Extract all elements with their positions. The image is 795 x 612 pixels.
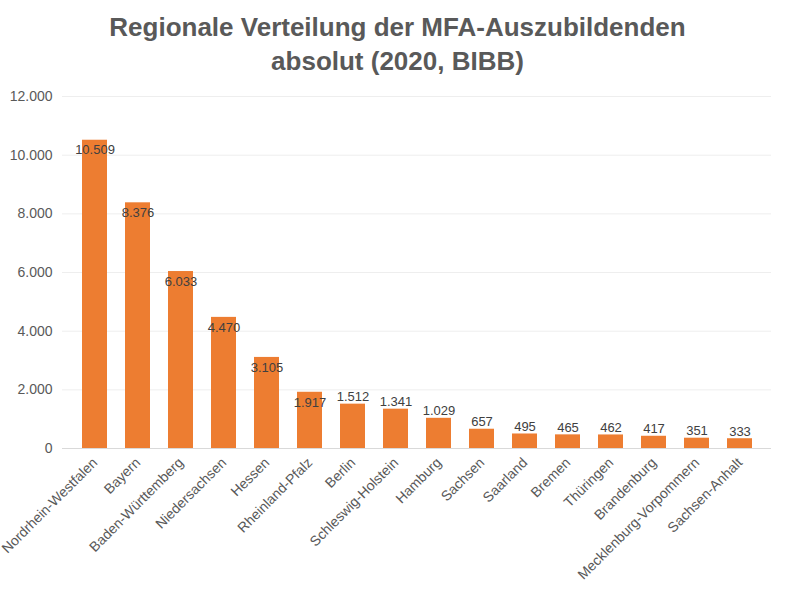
- svg-text:4.000: 4.000: [17, 323, 52, 339]
- svg-text:8.000: 8.000: [17, 205, 52, 221]
- svg-text:Sachsen: Sachsen: [437, 454, 487, 504]
- svg-text:1.029: 1.029: [423, 403, 456, 418]
- svg-text:Baden-Württemberg: Baden-Württemberg: [85, 454, 187, 555]
- svg-text:Brandenburg: Brandenburg: [590, 454, 660, 523]
- svg-text:Bayern: Bayern: [101, 454, 144, 497]
- svg-text:3.105: 3.105: [251, 360, 284, 375]
- svg-text:465: 465: [557, 420, 579, 435]
- svg-text:462: 462: [600, 420, 622, 435]
- svg-text:1.341: 1.341: [380, 394, 413, 409]
- svg-text:351: 351: [686, 423, 708, 438]
- svg-text:333: 333: [729, 424, 751, 439]
- svg-text:12.000: 12.000: [10, 88, 53, 104]
- svg-text:6.000: 6.000: [17, 264, 52, 280]
- svg-text:Sachsen-Anhalt: Sachsen-Anhalt: [664, 454, 745, 535]
- svg-text:Mecklenburg-Vorpommern: Mecklenburg-Vorpommern: [574, 454, 703, 583]
- svg-text:10.509: 10.509: [75, 142, 115, 157]
- svg-text:Bremen: Bremen: [527, 454, 574, 501]
- svg-text:Hessen: Hessen: [227, 454, 273, 500]
- svg-text:Hamburg: Hamburg: [392, 454, 444, 506]
- svg-text:Nordrhein-Westfalen: Nordrhein-Westfalen: [0, 454, 100, 556]
- svg-text:2.000: 2.000: [17, 381, 52, 397]
- svg-text:Saarland: Saarland: [479, 454, 530, 505]
- svg-text:Rheinland-Pfalz: Rheinland-Pfalz: [234, 454, 315, 535]
- svg-text:4.470: 4.470: [208, 320, 241, 335]
- svg-text:495: 495: [514, 419, 536, 434]
- svg-text:Niedersachsen: Niedersachsen: [152, 454, 229, 531]
- svg-text:Thüringen: Thüringen: [560, 454, 617, 511]
- svg-text:8.376: 8.376: [122, 205, 155, 220]
- svg-text:6.033: 6.033: [165, 274, 198, 289]
- svg-text:10.000: 10.000: [10, 147, 53, 163]
- svg-text:417: 417: [643, 421, 665, 436]
- svg-text:Berlin: Berlin: [322, 454, 359, 491]
- html-text:Regionale Verteilung der MFA-A: Regionale Verteilung der MFA-Auszubilden…: [109, 12, 686, 76]
- svg-text:0: 0: [45, 440, 53, 456]
- svg-text:Schleswig-Holstein: Schleswig-Holstein: [306, 454, 401, 549]
- svg-text:1.917: 1.917: [294, 394, 327, 409]
- svg-text:1.512: 1.512: [337, 389, 370, 404]
- svg-text:657: 657: [471, 414, 493, 429]
